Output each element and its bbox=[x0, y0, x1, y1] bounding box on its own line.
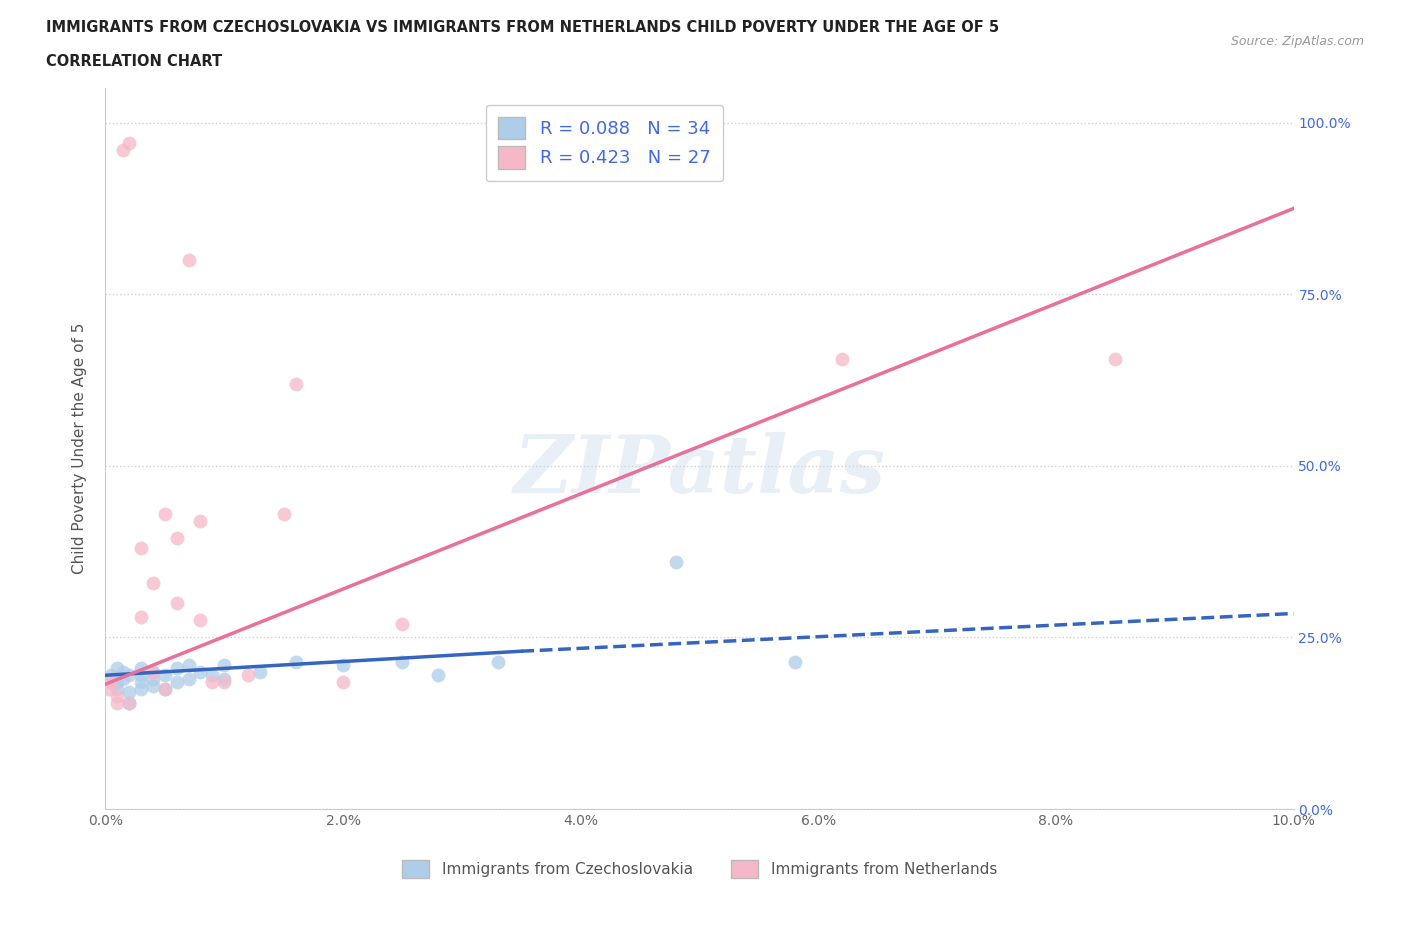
Point bbox=[166, 530, 188, 545]
Point bbox=[391, 654, 413, 669]
Point bbox=[214, 658, 236, 672]
Point bbox=[118, 696, 141, 711]
Text: IMMIGRANTS FROM CZECHOSLOVAKIA VS IMMIGRANTS FROM NETHERLANDS CHILD POVERTY UNDE: IMMIGRANTS FROM CZECHOSLOVAKIA VS IMMIGR… bbox=[46, 20, 1000, 35]
Point bbox=[201, 668, 224, 683]
Y-axis label: Child Poverty Under the Age of 5: Child Poverty Under the Age of 5 bbox=[72, 323, 87, 575]
Point bbox=[142, 678, 165, 693]
Point bbox=[1104, 352, 1126, 367]
Point bbox=[177, 658, 200, 672]
Point bbox=[190, 664, 212, 679]
Point bbox=[153, 682, 176, 697]
Point bbox=[118, 668, 141, 683]
Point bbox=[100, 668, 122, 683]
Point bbox=[118, 685, 141, 700]
Point bbox=[153, 668, 176, 683]
Legend: Immigrants from Czechoslovakia, Immigrants from Netherlands: Immigrants from Czechoslovakia, Immigran… bbox=[396, 854, 1002, 884]
Point bbox=[177, 253, 200, 268]
Point bbox=[190, 513, 212, 528]
Point bbox=[129, 609, 152, 624]
Point bbox=[166, 674, 188, 689]
Point bbox=[142, 664, 165, 679]
Point bbox=[177, 671, 200, 686]
Point bbox=[105, 674, 128, 689]
Point bbox=[105, 682, 128, 697]
Text: ZIPatlas: ZIPatlas bbox=[513, 432, 886, 509]
Point bbox=[129, 682, 152, 697]
Point bbox=[201, 674, 224, 689]
Point bbox=[112, 142, 135, 157]
Point bbox=[129, 674, 152, 689]
Point bbox=[214, 674, 236, 689]
Point bbox=[112, 671, 135, 686]
Point bbox=[118, 136, 141, 151]
Point bbox=[486, 654, 509, 669]
Point bbox=[112, 664, 135, 679]
Point bbox=[153, 682, 176, 697]
Point bbox=[236, 668, 259, 683]
Point bbox=[284, 654, 307, 669]
Point bbox=[831, 352, 853, 367]
Point bbox=[190, 613, 212, 628]
Point bbox=[129, 661, 152, 676]
Point bbox=[665, 554, 688, 569]
Point bbox=[166, 596, 188, 611]
Point bbox=[153, 507, 176, 522]
Point bbox=[166, 661, 188, 676]
Point bbox=[391, 617, 413, 631]
Point bbox=[142, 664, 165, 679]
Text: CORRELATION CHART: CORRELATION CHART bbox=[46, 54, 222, 69]
Point bbox=[142, 671, 165, 686]
Point bbox=[129, 668, 152, 683]
Point bbox=[332, 658, 354, 672]
Point bbox=[142, 575, 165, 590]
Point bbox=[427, 668, 450, 683]
Point bbox=[105, 688, 128, 703]
Point bbox=[214, 671, 236, 686]
Point bbox=[98, 682, 121, 697]
Point bbox=[105, 661, 128, 676]
Point bbox=[129, 541, 152, 556]
Point bbox=[284, 376, 307, 391]
Point bbox=[118, 696, 141, 711]
Point bbox=[332, 674, 354, 689]
Point bbox=[105, 696, 128, 711]
Point bbox=[100, 674, 122, 689]
Text: Source: ZipAtlas.com: Source: ZipAtlas.com bbox=[1230, 35, 1364, 48]
Point bbox=[273, 507, 295, 522]
Point bbox=[783, 654, 806, 669]
Point bbox=[249, 664, 271, 679]
